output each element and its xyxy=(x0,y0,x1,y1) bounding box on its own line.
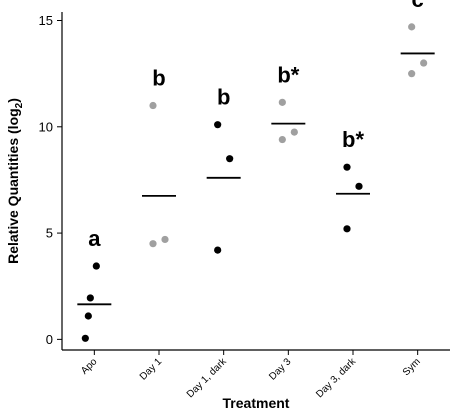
significance-label: a xyxy=(88,226,101,251)
x-tick-label: Day 1, dark xyxy=(185,356,230,401)
data-point xyxy=(214,121,222,129)
y-axis: 0 5 10 15 xyxy=(39,12,63,350)
data-point xyxy=(278,98,286,106)
y-tick-label: 0 xyxy=(46,332,53,347)
y-axis-title: Relative Quantities (log2) xyxy=(5,98,25,264)
group-3: b* xyxy=(271,62,306,144)
data-point xyxy=(420,59,428,67)
data-point xyxy=(408,70,416,78)
significance-label: b xyxy=(152,66,165,91)
data-point xyxy=(92,262,100,270)
significance-label: b* xyxy=(277,62,299,87)
data-point xyxy=(214,246,222,254)
x-tick-label: Day 3, dark xyxy=(314,356,359,401)
x-axis-title: Treatment xyxy=(223,395,290,411)
group-0: a xyxy=(77,226,112,342)
significance-label: b* xyxy=(342,127,364,152)
data-point xyxy=(81,334,89,342)
significance-label: b xyxy=(217,85,230,110)
data-point xyxy=(278,135,286,144)
x-tick-label: Day 1 xyxy=(138,356,165,383)
y-axis-title-subscript: 2 xyxy=(14,102,25,108)
data-point xyxy=(149,240,157,248)
y-tick-label: 10 xyxy=(39,119,53,134)
group-2: b xyxy=(206,85,241,254)
data-point xyxy=(290,128,298,136)
y-axis-title-main: Relative Quantities (log xyxy=(5,108,21,264)
x-tick-label: Day 3 xyxy=(267,356,294,383)
data-point xyxy=(355,182,363,190)
data-point xyxy=(161,235,169,244)
group-4: b* xyxy=(336,127,370,233)
data-point xyxy=(343,163,351,171)
data-point xyxy=(149,101,157,110)
data-point xyxy=(226,155,234,163)
data-point xyxy=(343,225,351,233)
data-point xyxy=(84,312,92,320)
data-point xyxy=(408,23,416,31)
significance-label: c xyxy=(412,0,424,12)
y-tick-label: 5 xyxy=(46,226,53,241)
y-ticks: 0 5 10 15 xyxy=(39,13,62,347)
data-groups: a b b b* b* c xyxy=(77,0,435,342)
x-tick-label: Sym xyxy=(401,356,423,378)
group-1: b xyxy=(142,66,176,248)
y-axis-title-close: ) xyxy=(5,98,21,103)
x-axis: Apo Day 1 Day 1, dark Day 3 Day 3, dark Sym xyxy=(62,349,450,400)
x-tick-label: Apo xyxy=(79,356,100,377)
x-ticks: Apo Day 1 Day 1, dark Day 3 Day 3, dark Sym xyxy=(79,350,423,400)
y-tick-label: 15 xyxy=(39,13,53,28)
group-5: c xyxy=(400,0,435,78)
data-point xyxy=(86,294,94,302)
